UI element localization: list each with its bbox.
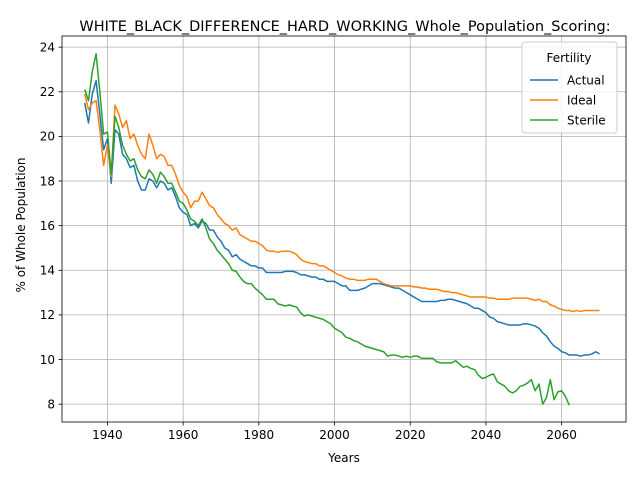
x-tick-label: 2060: [546, 428, 577, 442]
legend: Fertility Actual Ideal Sterile: [521, 41, 618, 134]
legend-label-ideal: Ideal: [567, 93, 596, 107]
y-tick-label: 18: [40, 174, 55, 188]
x-axis-ticks: 1940 1960 1980 2000 2020 2040 2060: [92, 422, 577, 442]
y-tick-label: 20: [40, 130, 55, 144]
y-tick-label: 14: [40, 264, 55, 278]
legend-title: Fertility: [546, 51, 591, 65]
x-tick-label: 1980: [244, 428, 275, 442]
x-tick-label: 2000: [319, 428, 350, 442]
y-tick-label: 24: [40, 40, 55, 54]
y-axis-label: % of Whole Population: [14, 158, 28, 293]
legend-label-actual: Actual: [567, 73, 605, 87]
series-line-actual: [83, 79, 600, 357]
chart-title: WHITE_BLACK_DIFFERENCE_HARD_WORKING_Whol…: [79, 19, 610, 35]
x-tick-label: 2020: [395, 428, 426, 442]
y-tick-label: 10: [40, 353, 55, 367]
x-tick-label: 2040: [471, 428, 502, 442]
series-line-ideal: [83, 93, 600, 313]
legend-box: [521, 41, 618, 134]
legend-label-sterile: Sterile: [567, 113, 606, 127]
legend-entries: Actual Ideal Sterile: [530, 73, 606, 127]
series-line-sterile: [83, 53, 570, 406]
y-axis-ticks: 8 10 12 14 16 18 20 22 24: [40, 40, 62, 411]
series-lines: [83, 53, 600, 406]
y-tick-label: 12: [40, 308, 55, 322]
x-axis-label: Years: [327, 451, 360, 465]
x-tick-label: 1960: [168, 428, 199, 442]
plot-frame: [61, 35, 627, 423]
y-tick-label: 16: [40, 219, 55, 233]
y-tick-label: 22: [40, 85, 55, 99]
x-tick-label: 1940: [92, 428, 123, 442]
y-tick-label: 8: [47, 397, 55, 411]
grid-lines: [62, 36, 626, 422]
